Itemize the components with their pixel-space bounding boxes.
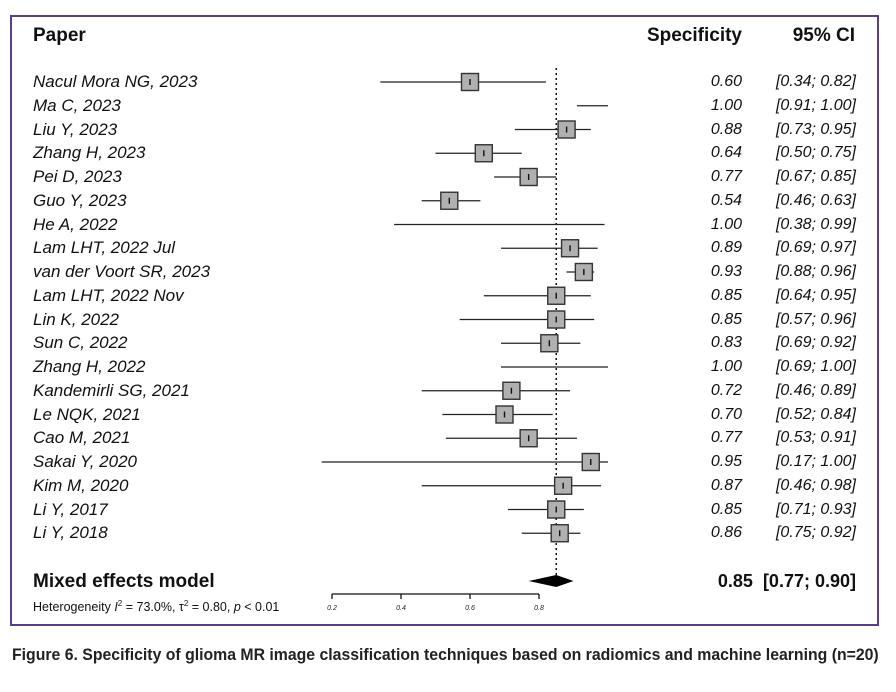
study-ci: [0.17; 1.00] — [775, 453, 856, 470]
study-estimate: 0.60 — [710, 73, 742, 90]
heterogeneity-text: Heterogeneity I2 = 73.0%, τ2 = 0.80, p <… — [33, 599, 279, 614]
study-ci: [0.69; 1.00] — [775, 358, 856, 375]
tau-symbol: τ — [178, 600, 184, 615]
study-estimate: 0.93 — [710, 263, 742, 280]
study-label: Zhang H, 2022 — [33, 357, 146, 376]
x-tick-label: 0.4 — [396, 605, 406, 612]
study-ci: [0.71; 0.93] — [775, 500, 856, 518]
study-estimate: 1.00 — [710, 358, 742, 375]
tau-text: = 0.80, — [188, 600, 234, 615]
study-label: Lin K, 2022 — [33, 309, 120, 329]
header-paper: Paper — [33, 25, 86, 46]
pooled-label: Mixed effects model — [33, 571, 215, 592]
header-specificity: Specificity — [646, 25, 742, 46]
p-symbol: p — [233, 600, 241, 615]
header-ci: 95% CI — [792, 25, 855, 46]
study-label: Li Y, 2018 — [33, 523, 108, 543]
study-label: Li Y, 2017 — [33, 499, 108, 519]
study-ci: [0.52; 0.84] — [775, 405, 856, 423]
study-estimate: 1.00 — [710, 215, 742, 233]
study-ci: [0.75; 0.92] — [775, 524, 856, 542]
i2-symbol: I — [114, 600, 118, 615]
study-estimate: 0.77 — [710, 168, 742, 185]
study-label: Lam LHT, 2022 Jul — [33, 238, 176, 258]
study-ci: [0.46; 0.98] — [775, 476, 856, 494]
study-label: Lam LHT, 2022 Nov — [33, 285, 184, 305]
study-ci: [0.50; 0.75] — [775, 144, 856, 162]
study-label: He A, 2022 — [33, 214, 118, 234]
study-estimate: 0.88 — [710, 120, 742, 138]
study-label: Sakai Y, 2020 — [33, 452, 137, 471]
tau-sup: 2 — [183, 599, 189, 608]
x-tick-label: 0.6 — [465, 605, 475, 612]
study-ci: [0.57; 0.96] — [775, 310, 856, 328]
study-label: Ma C, 2023 — [33, 95, 121, 115]
study-label: van der Voort SR, 2023 — [33, 262, 211, 281]
study-label: Cao M, 2021 — [33, 428, 131, 448]
study-label: Pei D, 2023 — [33, 167, 122, 186]
study-ci: [0.69; 0.97] — [775, 239, 856, 257]
x-tick-label: 0.8 — [534, 605, 544, 612]
study-ci: [0.88; 0.96] — [775, 263, 856, 280]
figure-frame — [10, 15, 879, 626]
pooled-value: 0.85 [0.77; 0.90] — [717, 571, 856, 591]
study-estimate: 0.85 — [710, 310, 742, 328]
study-estimate: 0.83 — [710, 334, 742, 352]
study-estimate: 0.72 — [710, 381, 742, 399]
study-ci: [0.46; 0.89] — [775, 381, 856, 399]
figure-caption: Figure 6. Specificity of glioma MR image… — [12, 645, 879, 664]
study-label: Kim M, 2020 — [33, 475, 129, 495]
study-estimate: 0.87 — [710, 476, 742, 494]
study-estimate: 0.64 — [710, 144, 742, 162]
study-ci: [0.67; 0.85] — [775, 168, 856, 185]
study-estimate: 0.86 — [710, 524, 742, 542]
study-ci: [0.34; 0.82] — [775, 73, 856, 90]
study-label: Le NQK, 2021 — [33, 404, 141, 424]
i2-text: = 73.0%, — [122, 600, 179, 615]
study-label: Zhang H, 2023 — [33, 143, 146, 163]
study-ci: [0.46; 0.63] — [775, 191, 856, 209]
study-label: Guo Y, 2023 — [33, 190, 127, 210]
study-ci: [0.53; 0.91] — [775, 429, 856, 447]
i2-sup: 2 — [117, 599, 123, 608]
hetero-prefix: Heterogeneity — [33, 600, 115, 615]
pooled-diamond — [528, 575, 574, 587]
study-label: Liu Y, 2023 — [33, 119, 118, 139]
study-estimate: 0.77 — [710, 429, 742, 447]
x-tick-label: 0.2 — [327, 605, 337, 612]
study-estimate: 0.95 — [710, 453, 742, 470]
p-text: < 0.01 — [240, 600, 280, 615]
study-ci: [0.64; 0.95] — [775, 286, 856, 304]
study-ci: [0.69; 0.92] — [775, 334, 856, 352]
study-estimate: 0.85 — [710, 500, 742, 518]
study-label: Kandemirli SG, 2021 — [33, 380, 190, 400]
study-ci: [0.73; 0.95] — [775, 120, 856, 138]
study-estimate: 0.70 — [710, 405, 742, 423]
study-estimate: 1.00 — [710, 96, 742, 114]
study-estimate: 0.85 — [710, 286, 742, 304]
study-estimate: 0.89 — [710, 239, 742, 257]
study-estimate: 0.54 — [710, 191, 742, 209]
study-ci: [0.91; 1.00] — [775, 96, 856, 114]
study-label: Sun C, 2022 — [33, 333, 128, 353]
study-label: Nacul Mora NG, 2023 — [33, 72, 198, 91]
study-ci: [0.38; 0.99] — [775, 215, 856, 233]
